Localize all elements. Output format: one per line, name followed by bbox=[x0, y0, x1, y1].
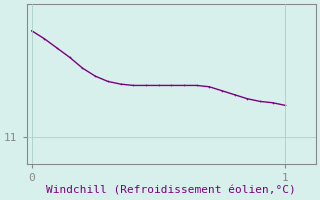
X-axis label: Windchill (Refroidissement éolien,°C): Windchill (Refroidissement éolien,°C) bbox=[46, 186, 296, 196]
